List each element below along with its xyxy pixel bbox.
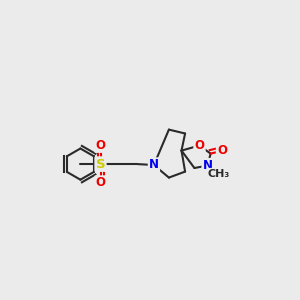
Text: N: N: [202, 159, 213, 172]
Text: O: O: [95, 176, 106, 190]
Text: O: O: [217, 144, 227, 158]
Text: S: S: [96, 158, 105, 171]
Text: CH₃: CH₃: [208, 169, 230, 179]
Text: O: O: [194, 139, 205, 152]
Text: O: O: [95, 139, 106, 152]
Text: N: N: [149, 158, 159, 172]
